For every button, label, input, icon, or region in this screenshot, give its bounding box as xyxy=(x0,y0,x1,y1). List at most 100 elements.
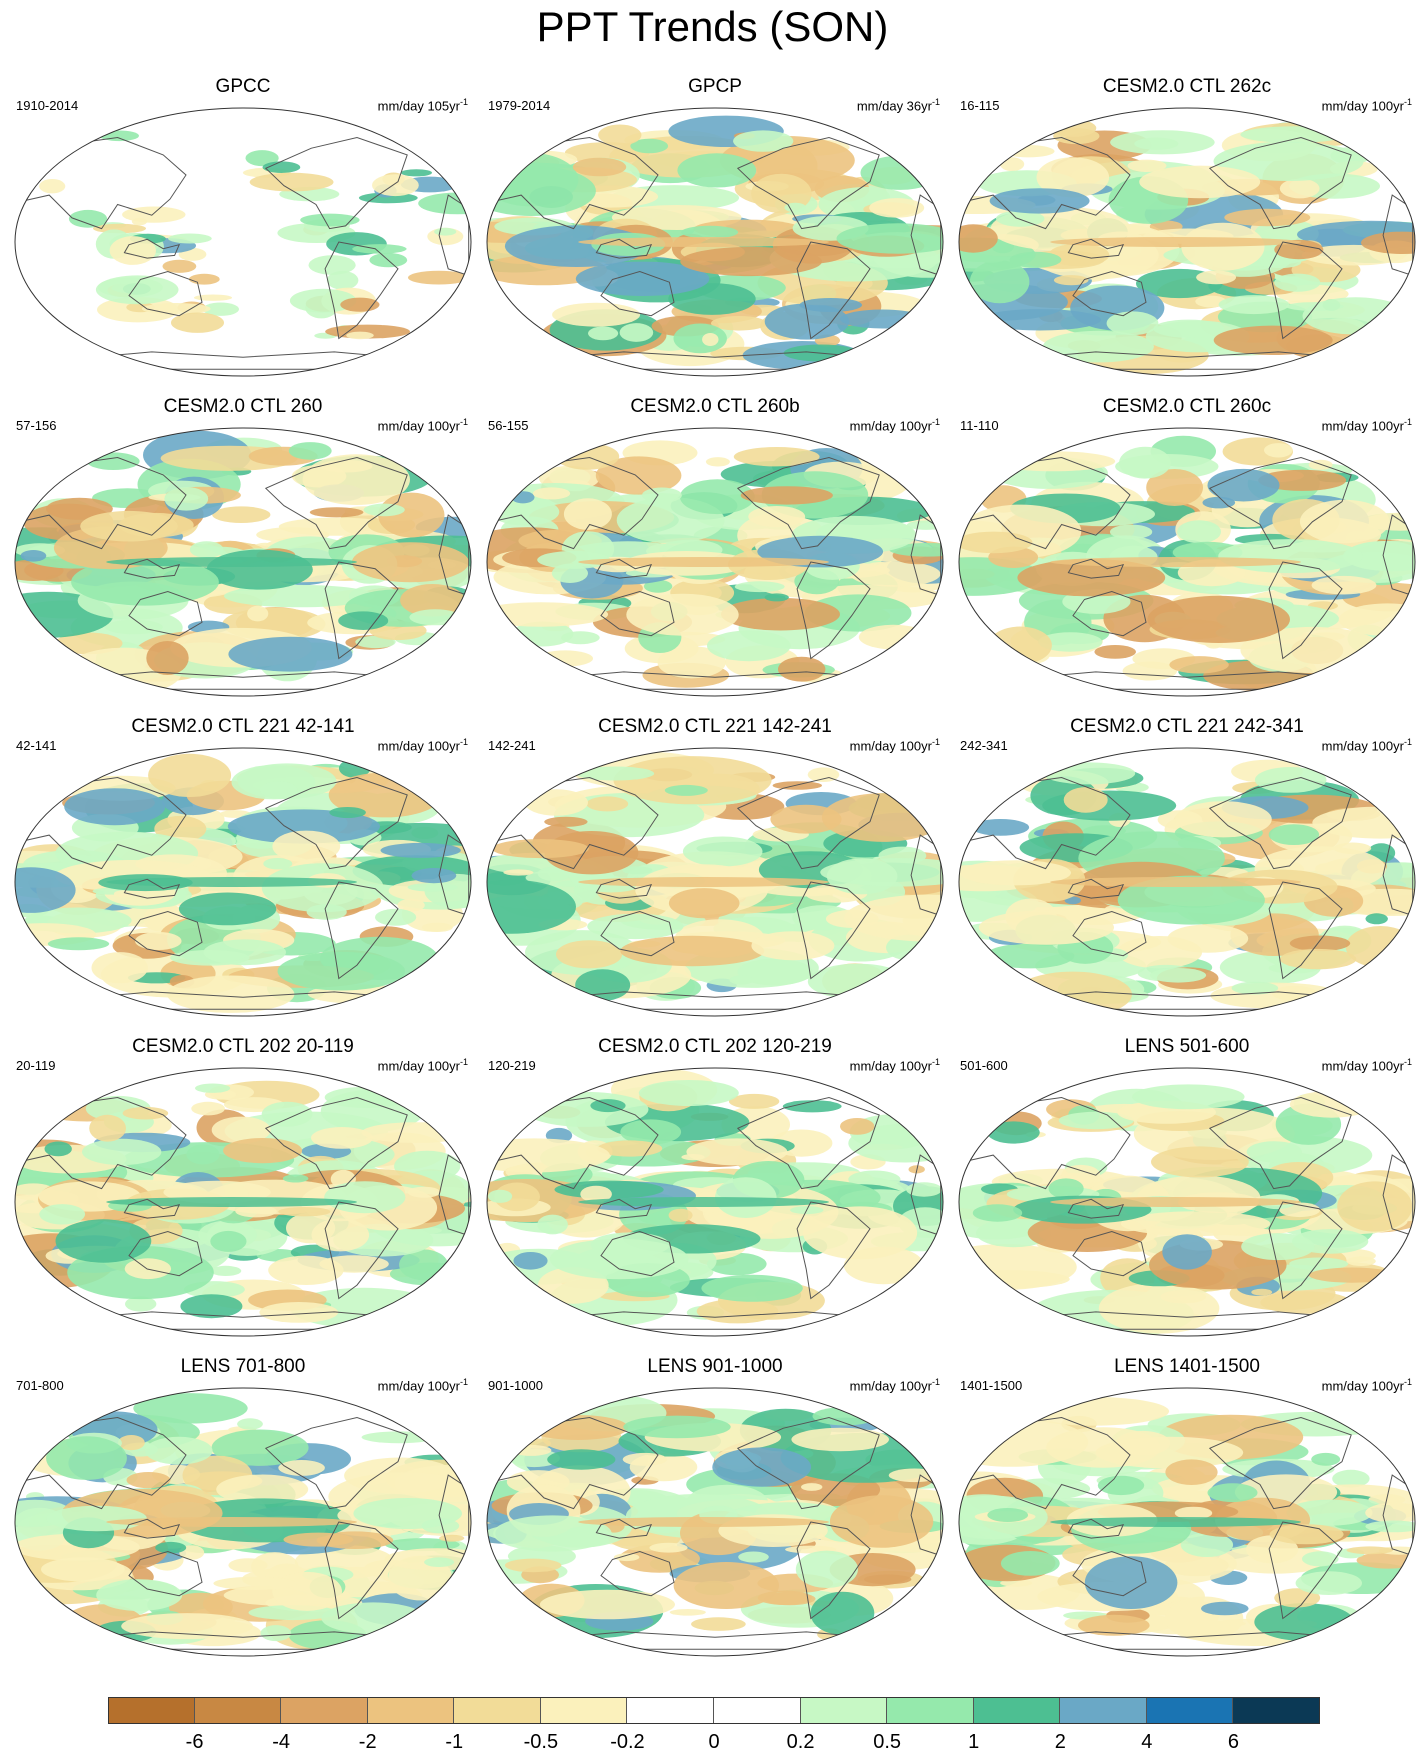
drying-trend-area xyxy=(778,656,826,682)
wetting-trend-area xyxy=(338,611,389,630)
drying-trend-area xyxy=(622,1452,668,1466)
coastline xyxy=(1067,1198,1125,1219)
wetting-trend-area xyxy=(664,784,708,796)
drying-trend-area xyxy=(657,646,726,679)
drying-trend-area xyxy=(620,935,765,967)
colorbar-swatch xyxy=(1233,1697,1320,1724)
coastline xyxy=(491,136,659,230)
panel-units: mm/day 100yr-1 xyxy=(378,1374,468,1394)
wetting-trend-area xyxy=(820,858,943,887)
map-panel: CESM2.0 CTL 260 57-156 mm/day 100yr-1 xyxy=(8,396,478,697)
panel-units-exponent: -1 xyxy=(1403,417,1412,427)
panel-units-text: mm/day 100yr xyxy=(1321,1058,1404,1074)
panel-units-exponent: -1 xyxy=(1403,1377,1412,1387)
wetting-trend-area xyxy=(259,781,298,799)
panel-units: mm/day 100yr-1 xyxy=(1322,734,1412,754)
drying-trend-area xyxy=(1311,575,1377,595)
colorbar-swatch xyxy=(108,1697,195,1724)
drying-trend-area xyxy=(272,830,341,863)
drying-trend-area xyxy=(1175,801,1272,838)
wetting-trend-area xyxy=(1218,295,1290,315)
drying-trend-area xyxy=(340,297,380,312)
drying-trend-area xyxy=(669,1609,706,1616)
wetting-trend-area xyxy=(860,155,940,190)
coastline xyxy=(324,881,399,980)
wetting-trend-area xyxy=(1042,762,1136,785)
drying-trend-area xyxy=(626,593,739,636)
coastline xyxy=(1208,456,1352,550)
drying-trend-area xyxy=(283,1532,354,1547)
panel-units-text: mm/day 100yr xyxy=(377,738,460,754)
panel-units-text: mm/day 100yr xyxy=(849,1378,932,1394)
drying-trend-area xyxy=(686,1138,788,1166)
wetting-trend-area xyxy=(1083,825,1126,837)
panel-units: mm/day 100yr-1 xyxy=(378,734,468,754)
wetting-trend-area xyxy=(202,302,239,316)
colorbar-tick-label: 6 xyxy=(1227,1731,1239,1753)
map-border xyxy=(14,747,472,1017)
coastline xyxy=(1072,1550,1147,1597)
trend-field xyxy=(487,428,943,696)
panel-title: GPCC xyxy=(215,76,271,97)
wetting-trend-area xyxy=(155,1541,187,1554)
drying-trend-area xyxy=(259,1302,339,1323)
wetting-trend-area xyxy=(1097,1475,1145,1496)
wetting-trend-area xyxy=(795,1550,858,1588)
equatorial-trend-band xyxy=(106,1517,357,1527)
panel-units-text: mm/day 100yr xyxy=(849,418,932,434)
coastline xyxy=(796,1521,871,1620)
coastline xyxy=(123,878,181,899)
wetting-trend-area xyxy=(326,270,359,290)
wetting-trend-area xyxy=(1058,1111,1134,1130)
coastline xyxy=(1072,1230,1147,1277)
wetting-trend-area xyxy=(799,298,862,312)
wetting-trend-area xyxy=(537,1214,568,1235)
wetting-trend-area xyxy=(673,323,727,354)
drying-trend-area xyxy=(1365,1502,1415,1523)
wetting-trend-area xyxy=(1009,251,1062,268)
drying-trend-area xyxy=(673,1562,779,1609)
wetting-trend-area xyxy=(203,939,286,966)
wetting-trend-area xyxy=(1153,319,1225,338)
robinson-map xyxy=(486,107,944,377)
drying-trend-area xyxy=(439,1534,465,1542)
equatorial-trend-band xyxy=(1050,1517,1301,1527)
wetting-trend-area xyxy=(1149,968,1207,983)
panel-units: mm/day 105yr-1 xyxy=(378,94,468,114)
wetting-trend-area xyxy=(1177,520,1221,544)
wetting-trend-area xyxy=(277,951,406,991)
drying-trend-area xyxy=(649,1542,688,1553)
colorbar-tick-label: -1 xyxy=(445,1731,464,1753)
wetting-trend-area xyxy=(1240,126,1347,143)
map-border xyxy=(14,1067,472,1337)
panel-units-text: mm/day 36yr xyxy=(856,98,932,114)
trend-field xyxy=(15,748,471,1016)
equatorial-trend-band xyxy=(1050,877,1301,887)
wetting-trend-area xyxy=(227,809,380,844)
colorbar-swatch xyxy=(1146,1697,1234,1724)
wetting-trend-area xyxy=(1295,1571,1362,1595)
panel-units: mm/day 100yr-1 xyxy=(1322,94,1412,114)
colorbar-tick-label: 1 xyxy=(968,1731,980,1753)
colorbar-tick-label: 4 xyxy=(1141,1731,1153,1753)
drying-trend-area xyxy=(212,506,271,523)
wetting-trend-area xyxy=(996,210,1045,227)
wetting-trend-area xyxy=(985,943,1075,969)
drying-trend-area xyxy=(1361,231,1415,255)
drying-trend-area xyxy=(408,270,470,285)
map-border xyxy=(14,427,472,697)
panel-period: 1401-1500 xyxy=(960,1378,1023,1393)
coastline xyxy=(736,776,880,870)
panel-period: 501-600 xyxy=(960,1058,1008,1073)
wetting-trend-area xyxy=(288,442,332,460)
trend-field xyxy=(487,748,943,1016)
wetting-trend-area xyxy=(133,1393,248,1424)
drying-trend-area xyxy=(748,506,806,528)
drying-trend-area xyxy=(1274,239,1324,260)
coastline xyxy=(128,270,203,317)
drying-trend-area xyxy=(278,1460,325,1476)
drying-trend-area xyxy=(1279,948,1357,970)
wetting-trend-area xyxy=(263,858,293,870)
coastline xyxy=(1208,1096,1352,1190)
wetting-trend-area xyxy=(836,223,943,254)
